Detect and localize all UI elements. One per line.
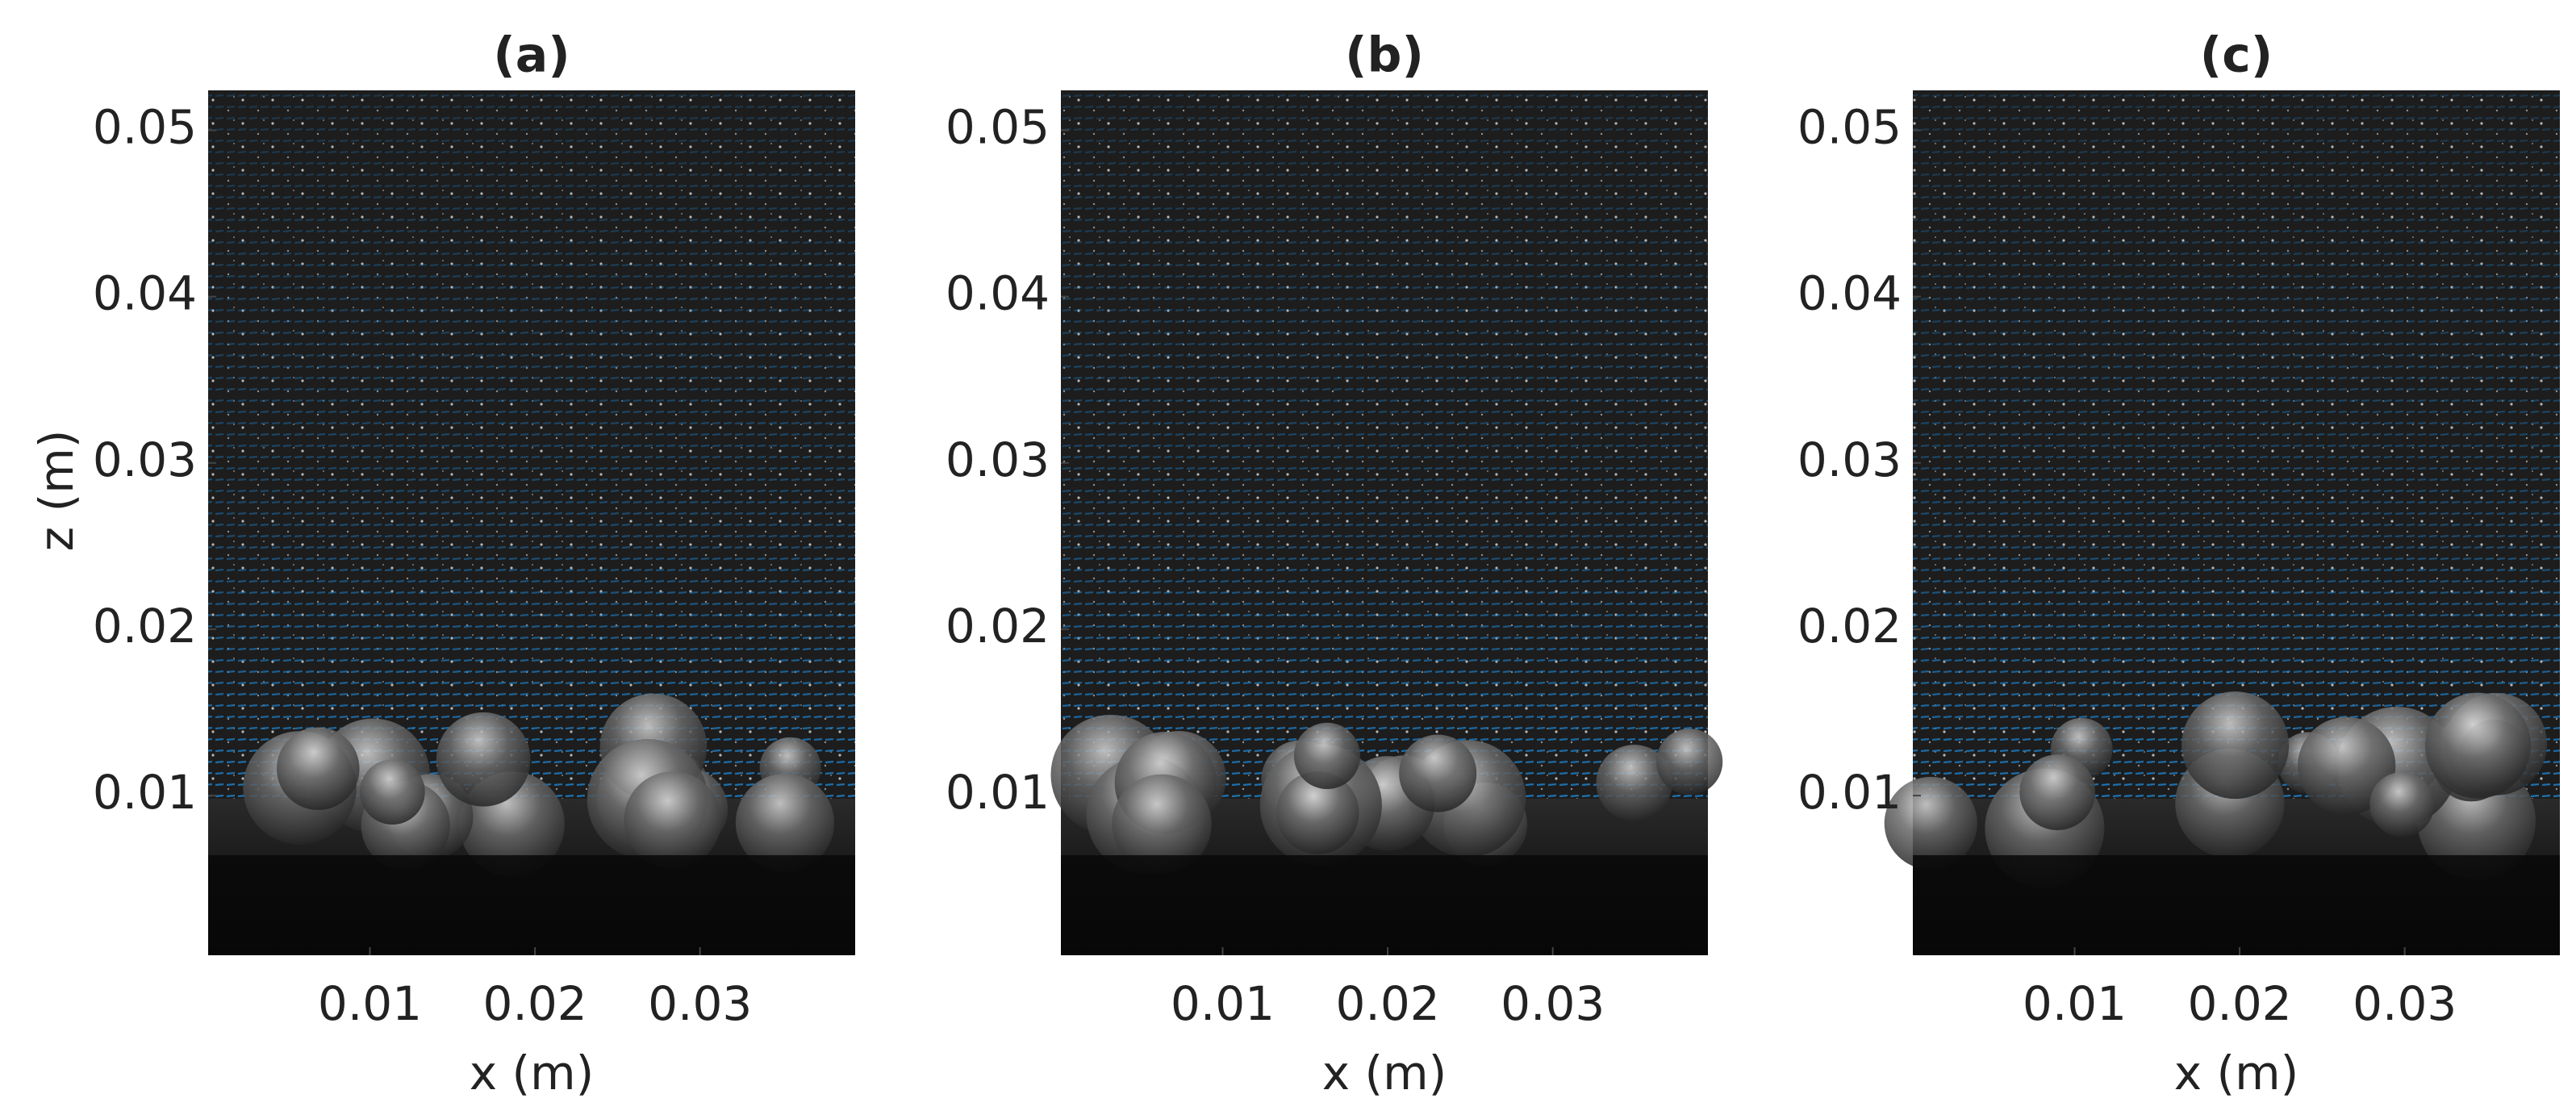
x-tick-label: 0.02 xyxy=(2188,976,2292,1031)
y-tick-label: 0.05 xyxy=(93,100,197,155)
bead xyxy=(436,712,531,807)
y-tick-label: 0.04 xyxy=(93,266,197,321)
bead xyxy=(1112,774,1212,875)
x-tick-label: 0.01 xyxy=(2023,976,2127,1031)
bead xyxy=(360,759,425,825)
x-tick-label: 0.01 xyxy=(318,976,422,1031)
x-tick-label: 0.03 xyxy=(648,976,752,1031)
bed-shadow xyxy=(1061,855,1708,955)
bead xyxy=(2424,692,2531,799)
y-tick-label: 0.03 xyxy=(93,432,197,487)
panel-title: (a) xyxy=(493,27,570,84)
bed-shadow xyxy=(208,855,855,955)
y-tick-label: 0.02 xyxy=(1797,599,1902,654)
bead xyxy=(276,727,360,811)
image-panel xyxy=(1050,90,1723,955)
bead xyxy=(1655,729,1723,796)
y-tick-label: 0.05 xyxy=(946,100,1050,155)
x-tick-label: 0.02 xyxy=(483,976,587,1031)
bed-shadow xyxy=(1913,855,2560,955)
x-tick-label: 0.03 xyxy=(1501,976,1605,1031)
x-axis-label: x (m) xyxy=(1322,1046,1447,1100)
y-tick-label: 0.02 xyxy=(93,599,197,654)
bead xyxy=(1293,722,1361,790)
bead xyxy=(2019,754,2096,830)
y-tick-label: 0.05 xyxy=(1797,100,1902,155)
y-tick-label: 0.04 xyxy=(946,266,1050,321)
x-tick-label: 0.02 xyxy=(1336,976,1440,1031)
panel-title: (c) xyxy=(2200,27,2273,84)
bead xyxy=(2369,771,2435,837)
image-panel xyxy=(1884,90,2560,955)
bead xyxy=(2298,716,2396,815)
y-tick-label: 0.01 xyxy=(93,765,197,820)
x-axis-label: x (m) xyxy=(2174,1046,2299,1100)
y-axis-label: z (m) xyxy=(29,430,84,552)
y-tick-label: 0.04 xyxy=(1797,266,1902,321)
vector-field xyxy=(1061,90,1708,825)
x-tick-label: 0.01 xyxy=(1171,976,1275,1031)
y-tick-label: 0.03 xyxy=(1797,432,1902,487)
x-tick-label: 0.03 xyxy=(2353,976,2457,1031)
image-panel xyxy=(208,90,855,955)
bead xyxy=(1399,734,1477,812)
bead xyxy=(1596,745,1673,821)
y-tick-label: 0.02 xyxy=(946,599,1050,654)
bead xyxy=(1884,776,1977,870)
bead xyxy=(735,773,835,873)
x-axis-label: x (m) xyxy=(470,1046,595,1100)
bead xyxy=(1276,771,1359,854)
panel-title: (b) xyxy=(1345,27,1424,84)
bead xyxy=(624,771,722,869)
y-tick-label: 0.01 xyxy=(1797,765,1902,820)
y-tick-label: 0.03 xyxy=(946,432,1050,487)
bead xyxy=(2181,691,2290,800)
y-tick-label: 0.01 xyxy=(946,765,1050,820)
vector-field xyxy=(208,90,855,825)
